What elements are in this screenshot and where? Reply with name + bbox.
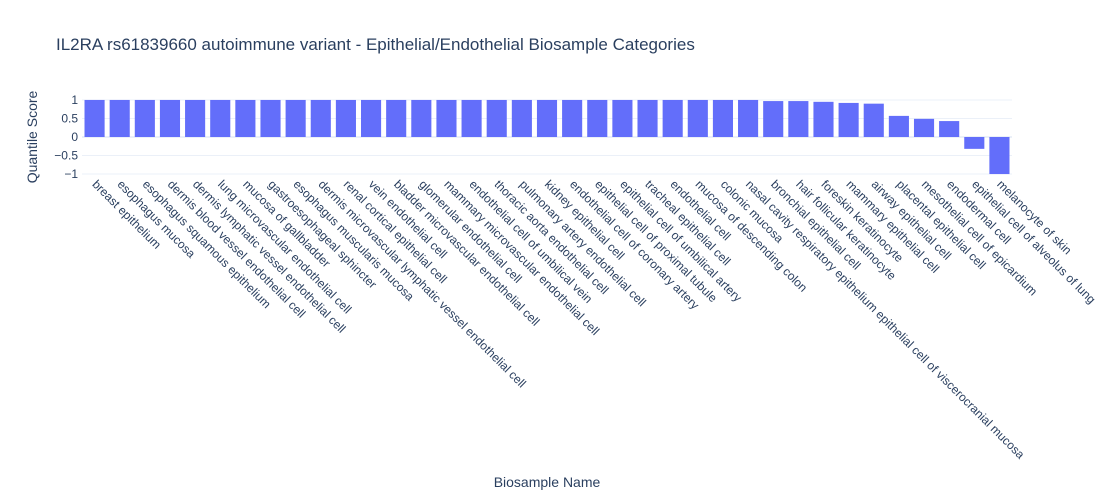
bar [763,101,784,137]
chart-title: IL2RA rs61839660 autoimmune variant - Ep… [56,35,695,54]
bar [185,99,206,137]
y-tick-label: −1 [64,167,78,181]
y-tick-label: −0.5 [54,149,78,163]
bar [662,99,683,137]
bar [335,99,356,137]
bar [838,102,859,137]
bar [134,99,155,137]
bar [788,101,809,137]
bar [436,99,457,137]
bar [511,99,532,137]
bar [84,99,105,137]
bar [386,99,407,137]
y-tick-label: 0 [71,130,78,144]
bar [989,137,1010,175]
bar [361,99,382,137]
bar [411,99,432,137]
bar [913,118,935,137]
bar [536,99,558,137]
bar [964,137,985,149]
bar [461,99,482,137]
bar [562,99,583,137]
bar [813,101,834,137]
bar [159,99,181,137]
bar [486,99,507,137]
bar [939,121,960,137]
bar [687,99,708,137]
bar [285,99,306,137]
bar [260,99,281,137]
x-axis-title: Biosample Name [494,474,601,490]
bar [738,99,759,137]
bar [310,99,331,137]
bar [712,99,733,137]
bar [863,103,884,137]
bar [587,99,608,137]
bar [888,115,909,137]
bar [612,99,633,137]
y-tick-label: 1 [71,93,78,107]
y-axis-title: Quantile Score [24,90,40,183]
bar [235,99,256,137]
bar [210,99,231,137]
bar [109,99,130,137]
y-tick-label: 0.5 [61,111,78,125]
bar [637,99,658,137]
